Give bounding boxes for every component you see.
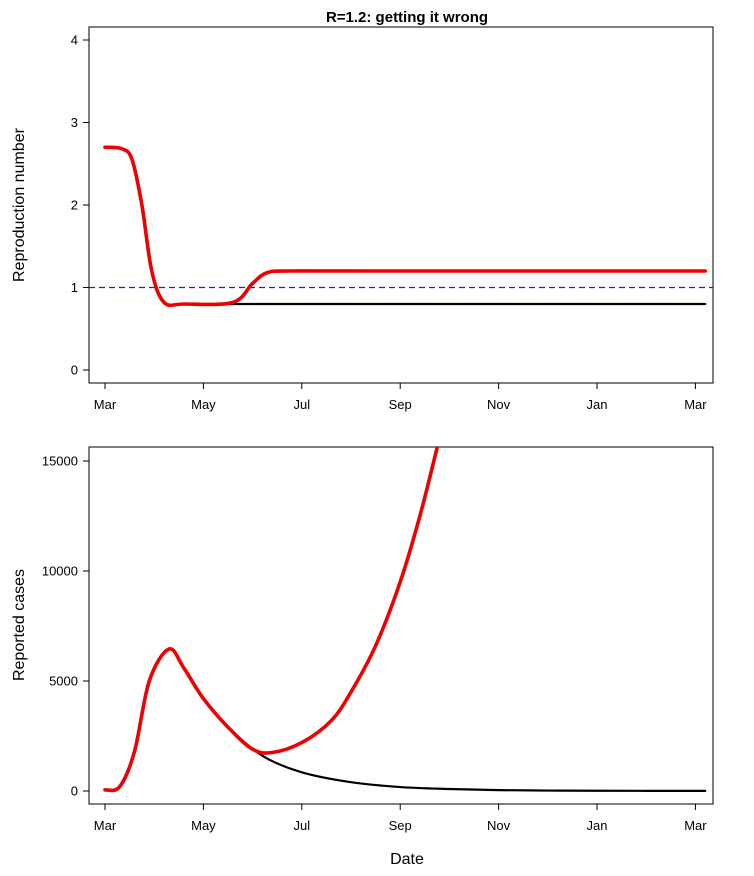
series-line-red	[103, 145, 708, 308]
y-axis-title: Reproduction number	[11, 127, 28, 282]
y-axis: 0 5000 10000 15000	[42, 454, 89, 799]
x-tick-label: Nov	[487, 397, 511, 412]
series-lines	[103, 145, 708, 308]
y-tick-label: 10000	[42, 564, 78, 579]
y-tick-label: 1	[71, 280, 78, 295]
y-tick-label: 0	[71, 784, 78, 799]
y-tick-label: 0	[71, 363, 78, 378]
x-axis-title: Date	[390, 851, 424, 868]
x-tick-label: Jul	[293, 397, 310, 412]
y-tick-label: 2	[71, 198, 78, 213]
series-line-black	[103, 146, 707, 307]
y-tick-label: 15000	[42, 454, 78, 469]
x-tick-label: Sep	[389, 818, 412, 833]
x-tick-label: Mar	[94, 818, 117, 833]
x-axis: Mar May Jul Sep Nov Jan Mar	[94, 804, 707, 833]
series-line-black	[103, 647, 707, 792]
panel-reproduction-number: R=1.2: getting it wrong Reproduction num…	[11, 9, 714, 412]
y-axis-title: Reported cases	[11, 569, 28, 681]
x-tick-label: Mar	[684, 397, 707, 412]
x-tick-label: May	[191, 818, 216, 833]
y-tick-label: 3	[71, 115, 78, 130]
x-tick-label: Nov	[487, 818, 511, 833]
x-tick-label: Sep	[389, 397, 412, 412]
x-tick-label: Mar	[94, 397, 117, 412]
x-axis: Mar May Jul Sep Nov Jan Mar	[94, 383, 707, 412]
y-tick-label: 5000	[49, 674, 78, 689]
chart-title: R=1.2: getting it wrong	[326, 9, 488, 26]
y-tick-label: 4	[71, 33, 78, 48]
plot-frame	[88, 26, 714, 384]
series-line-red	[103, 447, 439, 793]
plot-frame	[88, 446, 714, 805]
y-axis: 0 1 2 3 4	[71, 33, 89, 378]
x-tick-label: Jul	[293, 818, 310, 833]
x-tick-label: Jan	[587, 397, 608, 412]
x-tick-label: May	[191, 397, 216, 412]
x-tick-label: Jan	[587, 818, 608, 833]
x-tick-label: Mar	[684, 818, 707, 833]
series-lines	[103, 447, 707, 793]
